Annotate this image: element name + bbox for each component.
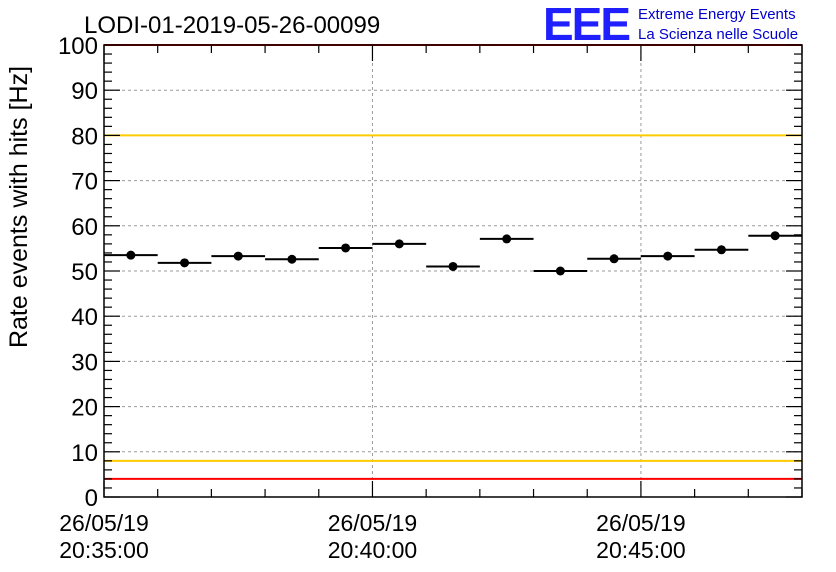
y-tick-label: 20 bbox=[71, 395, 98, 422]
grid bbox=[104, 45, 802, 497]
y-tick-label: 80 bbox=[71, 123, 98, 150]
marker bbox=[609, 254, 619, 264]
logo-line-2: La Scienza nelle Scuole bbox=[638, 26, 798, 43]
data-point bbox=[640, 251, 695, 261]
logo-line-1: Extreme Energy Events bbox=[638, 6, 796, 23]
data-point bbox=[694, 245, 749, 255]
tick-labels: 010203040506070809010026/05/1920:35:0026… bbox=[58, 33, 686, 563]
data-point bbox=[748, 231, 802, 241]
data-point bbox=[157, 258, 212, 268]
data-point bbox=[479, 234, 534, 244]
eee-logo: EEE Extreme Energy Events La Scienza nel… bbox=[543, 0, 798, 50]
marker bbox=[716, 245, 726, 255]
marker bbox=[663, 251, 673, 261]
marker bbox=[555, 266, 565, 276]
data-point bbox=[211, 251, 266, 261]
data-points bbox=[104, 231, 802, 276]
y-tick-label: 10 bbox=[71, 440, 98, 467]
axes bbox=[103, 44, 803, 498]
marker bbox=[233, 251, 243, 261]
marker bbox=[502, 234, 512, 244]
marker bbox=[126, 250, 136, 260]
y-axis-label: Rate events with hits [Hz] bbox=[5, 66, 33, 348]
y-tick-label: 40 bbox=[71, 304, 98, 331]
data-point bbox=[318, 243, 373, 253]
y-tick-label: 0 bbox=[85, 485, 98, 512]
data-point bbox=[533, 266, 588, 276]
x-tick-time: 20:45:00 bbox=[596, 537, 686, 563]
marker bbox=[770, 231, 780, 241]
y-tick-label: 100 bbox=[58, 33, 98, 60]
data-point bbox=[104, 250, 158, 260]
marker bbox=[394, 239, 404, 249]
x-tick-time: 20:35:00 bbox=[59, 537, 149, 563]
x-tick-date: 26/05/19 bbox=[328, 510, 418, 536]
data-point bbox=[587, 254, 641, 264]
x-tick-date: 26/05/19 bbox=[59, 510, 149, 536]
y-tick-label: 70 bbox=[71, 169, 98, 196]
y-tick-label: 30 bbox=[71, 349, 98, 376]
y-tick-label: 90 bbox=[71, 78, 98, 105]
y-tick-label: 50 bbox=[71, 259, 98, 286]
marker bbox=[180, 258, 190, 268]
data-point bbox=[372, 239, 427, 249]
chart-title: LODI-01-2019-05-26-00099 bbox=[84, 12, 380, 39]
marker bbox=[287, 254, 297, 264]
data-point bbox=[265, 254, 319, 264]
y-tick-label: 60 bbox=[71, 214, 98, 241]
marker bbox=[341, 243, 351, 253]
data-point bbox=[426, 261, 480, 271]
logo-mark: EEE bbox=[543, 0, 629, 50]
x-tick-time: 20:40:00 bbox=[328, 537, 418, 563]
marker bbox=[448, 261, 458, 271]
x-tick-date: 26/05/19 bbox=[596, 510, 686, 536]
